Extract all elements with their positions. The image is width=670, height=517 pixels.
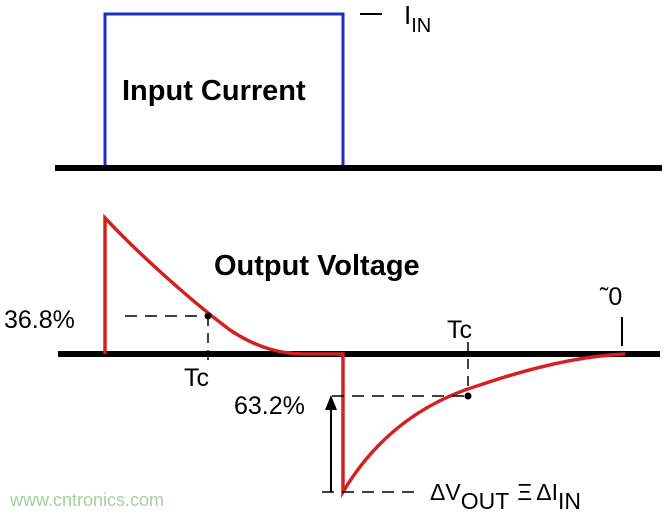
rise-pct-label: 63.2%	[234, 392, 305, 420]
decay-point	[204, 312, 212, 320]
input-current-pulse	[103, 12, 345, 168]
delta-arrow-head	[325, 395, 337, 410]
rise-point	[464, 392, 472, 400]
output-voltage-title: Output Voltage	[214, 250, 420, 282]
rise-tc-label: Tc	[447, 316, 472, 344]
decay-pct-label: 36.8%	[4, 306, 75, 334]
delta-equation: ΔVOUT Ξ ΔIIN	[430, 479, 581, 514]
input-current-title: Input Current	[122, 75, 306, 107]
zero-label: ˜0	[599, 283, 622, 311]
decay-tc-label: Tc	[184, 364, 209, 392]
iin-label: IIN	[404, 0, 431, 37]
watermark: www.cntronics.com	[9, 490, 164, 510]
